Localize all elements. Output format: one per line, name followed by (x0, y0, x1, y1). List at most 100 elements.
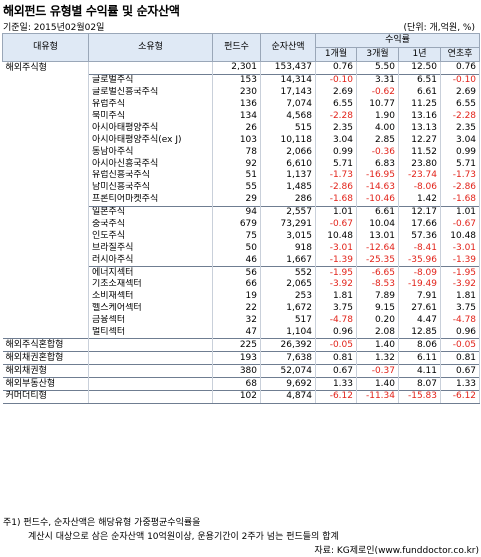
cell-y1: -8.41 (398, 242, 441, 255)
cell-major-type (2, 314, 89, 327)
cell-ytd: 1.01 (440, 205, 481, 219)
cell-major-type (2, 254, 89, 267)
cell-ytd: -6.12 (440, 390, 481, 404)
cell-ytd: 3.75 (440, 302, 481, 315)
cell-major-type: 해외부동산형 (2, 377, 89, 391)
header-1m: 1개월 (315, 47, 357, 62)
cell-m3: 1.40 (356, 338, 399, 352)
cell-assets: 918 (260, 242, 316, 255)
cell-minor-type: 기초소재섹터 (88, 279, 213, 291)
cell-y1: 12.17 (398, 205, 441, 219)
cell-major-type (2, 158, 89, 171)
footnote-1: 주1) 펀드수, 순자산액은 해당유형 가중평균수익률을 (3, 518, 201, 528)
cell-major-type (2, 86, 89, 99)
cell-ytd: 2.35 (440, 122, 481, 135)
cell-assets: 515 (260, 122, 316, 135)
table-row: 글로벌신흥국주식 230 17,143 2.69 -0.62 6.61 2.69 (2, 86, 481, 99)
header-major: 대유형 (2, 33, 89, 62)
cell-assets: 4,874 (260, 390, 316, 404)
cell-major-type (2, 98, 89, 111)
cell-count: 55 (212, 181, 261, 194)
cell-assets: 2,066 (260, 146, 316, 159)
table-row: 금융섹터 32 517 -4.78 0.20 4.47 -4.78 (2, 314, 481, 327)
cell-m3: 6.61 (356, 205, 399, 219)
cell-m3: 1.32 (356, 351, 399, 365)
cell-m1: 0.96 (315, 326, 357, 339)
cell-ytd: -2.28 (440, 110, 481, 123)
cell-major-type: 해외채권혼합형 (2, 351, 89, 365)
cell-count: 29 (212, 193, 261, 207)
cell-y1: -8.09 (398, 266, 441, 280)
cell-major-type (2, 206, 89, 219)
cell-assets: 2,557 (260, 205, 316, 219)
cell-m1: -1.39 (315, 254, 357, 267)
table-row: 아시아신흥국주식 92 6,610 5.71 6.83 23.80 5.71 (2, 158, 481, 171)
cell-minor-type: 멀티섹터 (88, 326, 213, 339)
cell-major-type (2, 326, 89, 339)
cell-m3: 3.31 (356, 73, 399, 87)
table-row: 러시아주식 46 1,667 -1.39 -25.35 -35.96 -1.39 (2, 254, 481, 267)
cell-m3: -8.53 (356, 279, 399, 291)
table-row: 기초소재섹터 66 2,065 -3.92 -8.53 -19.49 -3.92 (2, 279, 481, 291)
table-row: 해외채권혼합형 193 7,638 0.81 1.32 6.11 0.81 (2, 351, 481, 365)
cell-major-type (2, 266, 89, 280)
table-row: 유럽신흥국주식 51 1,137 -1.73 -16.95 -23.74 -1.73 (2, 170, 481, 182)
cell-minor-type: 글로벌신흥국주식 (88, 86, 213, 99)
cell-m3: 2.08 (356, 326, 399, 339)
cell-m1: 0.76 (315, 61, 357, 75)
header-1y: 1년 (398, 47, 441, 62)
cell-major-type (2, 242, 89, 255)
header-count: 펀드수 (212, 33, 261, 62)
cell-m1: -2.86 (315, 181, 357, 194)
cell-ytd: -0.05 (440, 338, 481, 352)
cell-y1: 11.25 (398, 98, 441, 111)
cell-m1: 1.33 (315, 377, 357, 391)
cell-m1: 5.71 (315, 158, 357, 171)
cell-ytd: -3.01 (440, 242, 481, 255)
cell-m1: 2.35 (315, 122, 357, 135)
cell-y1: -19.49 (398, 279, 441, 291)
cell-count: 94 (212, 205, 261, 219)
cell-ytd: 3.04 (440, 134, 481, 147)
cell-m3: -0.62 (356, 86, 399, 99)
cell-y1: 4.47 (398, 314, 441, 327)
cell-m1: -3.92 (315, 279, 357, 291)
cell-major-type: 커머더티형 (2, 390, 89, 404)
base-date: 기준일: 2015년02월02일 (3, 23, 105, 33)
cell-m1: 2.69 (315, 86, 357, 99)
cell-minor-type (88, 351, 213, 365)
cell-count: 193 (212, 351, 261, 365)
cell-count: 103 (212, 134, 261, 147)
cell-count: 380 (212, 364, 261, 378)
cell-major-type (2, 290, 89, 303)
table-row: 해외주식형 2,301 153,437 0.76 5.50 12.50 0.76 (2, 61, 481, 75)
table-row: 해외부동산형 68 9,692 1.33 1.40 8.07 1.33 (2, 377, 481, 391)
cell-m1: 0.99 (315, 146, 357, 159)
cell-m3: -0.36 (356, 146, 399, 159)
cell-assets: 7,074 (260, 98, 316, 111)
cell-ytd: -1.73 (440, 170, 481, 182)
cell-y1: 4.11 (398, 364, 441, 378)
cell-count: 230 (212, 86, 261, 99)
cell-minor-type: 헬스케어섹터 (88, 302, 213, 315)
cell-count: 66 (212, 279, 261, 291)
header-ytd: 연초후 (439, 47, 481, 62)
cell-minor-type: 동남아주식 (88, 146, 213, 159)
cell-m3: 5.50 (356, 61, 399, 75)
cell-assets: 2,065 (260, 279, 316, 291)
cell-minor-type: 아시아태평양주식 (88, 122, 213, 135)
cell-count: 68 (212, 377, 261, 391)
cell-m1: -2.28 (315, 110, 357, 123)
cell-count: 47 (212, 326, 261, 339)
cell-major-type (2, 193, 89, 207)
cell-ytd: 1.81 (440, 290, 481, 303)
header-returns: 수익률 (314, 33, 481, 48)
cell-ytd: 6.55 (440, 98, 481, 111)
cell-major-type (2, 170, 89, 182)
cell-assets: 17,143 (260, 86, 316, 99)
cell-assets: 517 (260, 314, 316, 327)
cell-m1: 1.81 (315, 290, 357, 303)
cell-m3: -0.37 (356, 364, 399, 378)
cell-major-type (2, 302, 89, 315)
cell-m3: 1.90 (356, 110, 399, 123)
